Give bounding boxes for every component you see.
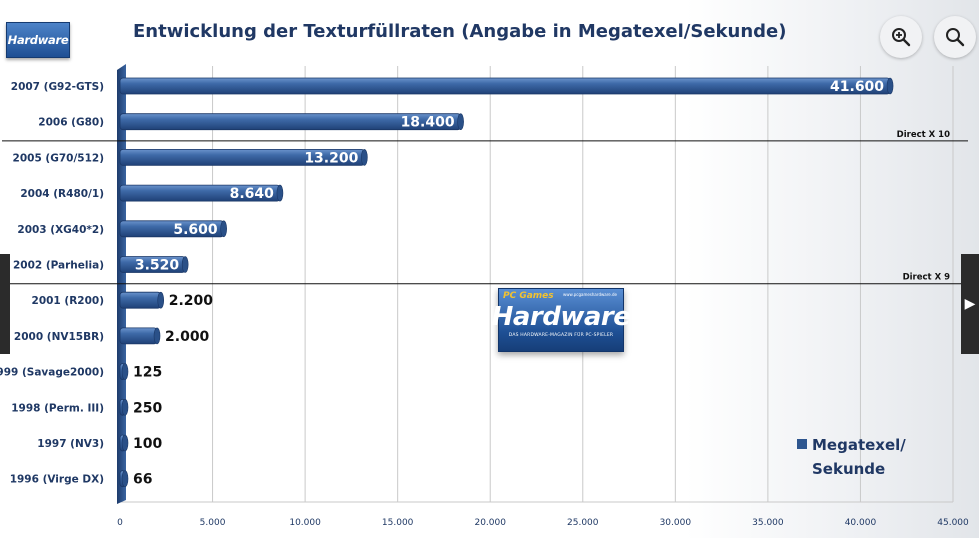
data-label: 8.640 [230,186,275,202]
category-label: 1997 (NV3) [37,438,104,450]
data-label: 2.200 [169,293,214,309]
chart-title: Entwicklung der Texturfüllraten (Angabe … [133,21,786,42]
bar [119,291,162,309]
data-label: 2.000 [165,329,210,345]
search-icon [946,28,965,47]
data-label: 41.600 [830,79,884,95]
next-image-button[interactable]: ▶ [961,254,979,354]
bars: 41.600 18.400 13.200 8.640 5.600 3.520 2.200 2.… [119,77,894,488]
previous-image-button[interactable] [0,254,10,354]
category-label: 1998 (Perm. III) [11,402,104,414]
bar-cap [121,470,129,488]
category-label: 2002 (Parhelia) [13,260,104,272]
data-label: 5.600 [173,222,218,238]
annotations: Direct X 10 Direct X 9 [2,130,968,285]
data-label: 100 [133,436,162,452]
x-tick-label: 0 [117,518,123,528]
bar-cap [121,434,129,452]
bar [119,327,158,345]
pcgh-logo-brand: Hardware [491,301,631,332]
data-label: 18.400 [401,115,455,131]
data-label: 13.200 [304,150,358,166]
x-tick-label: 5.000 [200,518,226,528]
legend: Megatexel/ Sekunde [797,436,906,478]
pcgh-logo-url: www.pcgameshardware.de [563,292,617,297]
bar-cap [121,398,129,416]
pcgh-logo-subtitle: DAS HARDWARE-MAGAZIN FÜR PC-SPIELER [508,332,614,338]
category-label: 1996 (Virge DX) [10,474,104,486]
x-tick-label: 10.000 [289,518,321,528]
x-tick-label: 25.000 [567,518,599,528]
x-tick-label: 35.000 [752,518,784,528]
bar-cap [153,327,161,345]
pcgh-logo-small-text: Hardware [7,33,69,47]
pcgh-logo-small: Hardware [6,22,70,58]
category-label: 2005 (G70/512) [13,152,104,164]
x-tick-label: 30.000 [660,518,692,528]
legend-label-line2: Sekunde [812,460,885,478]
category-label: 2006 (G80) [38,117,104,129]
category-label: 2007 (G92-GTS) [11,81,104,93]
x-tick-label: 40.000 [845,518,877,528]
category-label: 1999 (Savage2000) [0,367,104,379]
zoom-in-icon [892,28,911,47]
bar-cap [457,113,464,130]
pcgh-logo-badge: PC Games [503,291,554,301]
bar-cap [121,363,129,380]
zoom-in-button[interactable] [880,16,922,58]
category-labels: 2007 (G92-GTS) 2006 (G80) 2005 (G70/512) 20… [0,81,104,486]
category-label: 2001 (R200) [32,295,104,307]
bar-cap [157,291,165,309]
data-label: 3.520 [135,258,180,274]
bar-cap [181,256,189,273]
bar-cap [361,149,368,166]
data-label: 66 [133,472,152,488]
pcgh-logo-watermark: PC Games www.pcgameshardware.de Hardware… [492,288,631,352]
annotation-label: Direct X 10 [897,130,950,140]
x-tick-label: 20.000 [474,518,506,528]
category-label: 2000 (NV15BR) [14,331,104,343]
legend-label-line1: Megatexel/ [812,436,906,454]
x-tick-label: 15.000 [382,518,414,528]
bar-cap [220,220,227,238]
legend-swatch [797,439,807,449]
chevron-right-icon: ▶ [964,296,976,312]
annotation-label: Direct X 9 [903,273,950,283]
data-label: 250 [133,400,162,416]
bar-cap [276,184,284,202]
bar-cap [886,77,894,95]
category-label: 2003 (XG40*2) [17,224,104,236]
data-label: 125 [133,365,162,381]
bar [119,77,891,95]
search-button[interactable] [934,16,976,58]
category-label: 2004 (R480/1) [20,188,104,200]
x-tick-label: 45.000 [937,518,969,528]
